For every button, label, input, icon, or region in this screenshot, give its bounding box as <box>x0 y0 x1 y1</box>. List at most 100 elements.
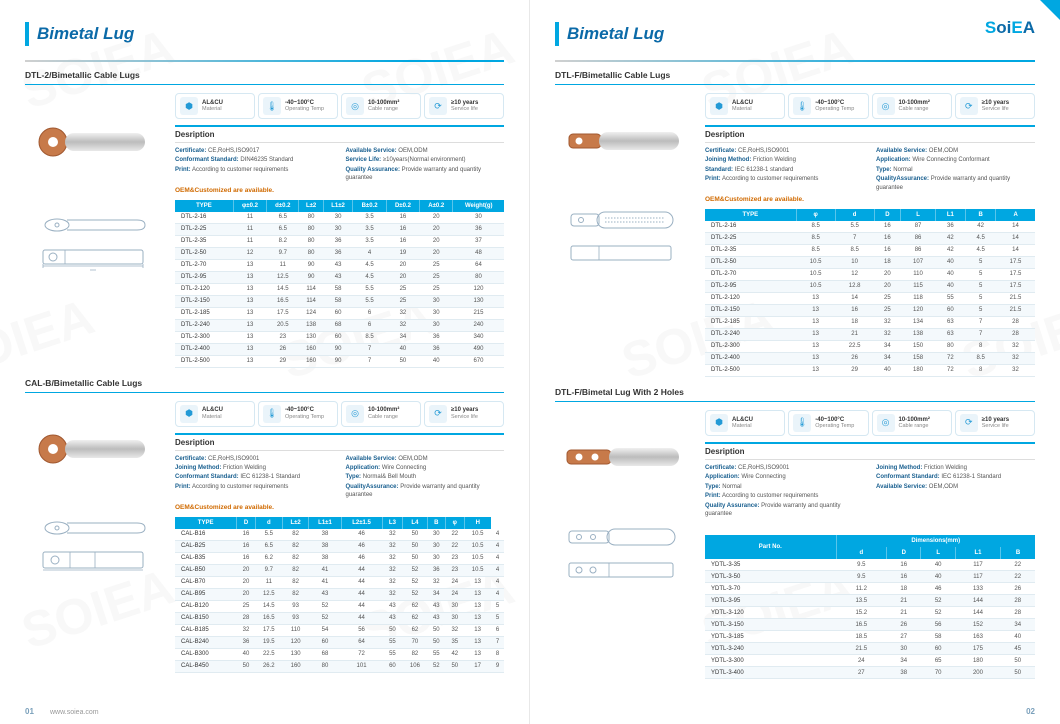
badge-label: Cable range <box>899 423 930 429</box>
spec-badges: ⬢AL&CUMaterial🌡-40~100°COperating Temp◎1… <box>175 93 504 119</box>
badge: 🌡-40~100°COperating Temp <box>258 401 338 427</box>
badge-value: -40~100°C <box>285 407 324 414</box>
desc-item: Certificate: CE,RoHS,ISO9001 <box>705 147 864 155</box>
table-row: YDTL-3-15016.5265615234 <box>705 619 1035 631</box>
badge-value: AL&CU <box>732 417 753 424</box>
desc-item: Application: Wire Connecting Conformant <box>876 156 1035 164</box>
desc-item: Quality Assurance: Provide warranty and … <box>705 502 864 519</box>
desc-item: Type: Normal <box>705 483 864 491</box>
badge-icon: ⬢ <box>710 414 728 432</box>
desc-item: Service Life: ≥10years(Normal environmen… <box>346 156 505 164</box>
badge: ⬢AL&CUMaterial <box>705 93 785 119</box>
badge-label: Cable range <box>899 106 930 112</box>
product-image <box>25 93 165 191</box>
table-row: DTL-2-50013294018072832 <box>705 364 1035 376</box>
badge-value: 10-100mm² <box>368 100 399 107</box>
desc-item: Type: Normal <box>876 166 1035 174</box>
page-title: Bimetal Lug <box>567 24 664 44</box>
badge-label: Operating Temp <box>815 106 854 112</box>
desc-item: Available Service: OEM,ODM <box>346 455 505 463</box>
underline <box>25 60 504 62</box>
page-left: Bimetal Lug DTL-2/Bimetallic Cable Lugs <box>0 0 530 724</box>
lug-illustration <box>35 115 155 170</box>
desc-item <box>876 502 1035 519</box>
section-title: DTL-F/Bimetallic Cable Lugs <box>555 70 1035 80</box>
product-image <box>555 410 695 508</box>
badge-label: Material <box>202 414 223 420</box>
tech-diagram <box>25 195 165 285</box>
badge: ⟳≥10 yearsService life <box>424 93 504 119</box>
table-row: DTL-2-951312.590434.5202580 <box>175 271 504 283</box>
badge-value: AL&CU <box>202 407 223 414</box>
table-row: DTL-2-1201314.5114585.52525120 <box>175 283 504 295</box>
table-row: CAL-B1502816.593524443624330135 <box>175 612 504 624</box>
table-row: DTL-2-9510.512.82011540517.5 <box>705 280 1035 292</box>
badge: ◎10-100mm²Cable range <box>341 93 421 119</box>
badge: ⬢AL&CUMaterial <box>175 93 255 119</box>
badge-icon: ⟳ <box>429 97 447 115</box>
desc-item: QualityAssurance: Provide warranty and q… <box>876 175 1035 192</box>
desc-item: Joining Method: Friction Welding <box>175 464 334 472</box>
page-right: Bimetal Lug SoiEA DTL-F/Bimetallic Cable… <box>530 0 1060 724</box>
badge-value: 10-100mm² <box>368 407 399 414</box>
badge-label: Material <box>202 106 223 112</box>
section-dtl2: ⬢AL&CUMaterial🌡-40~100°COperating Temp◎1… <box>25 93 504 368</box>
page-number: 02 <box>1026 707 1035 716</box>
table-row: DTL-2-25116.580303.5162036 <box>175 223 504 235</box>
desc-item <box>876 492 1035 500</box>
section-title: DTL-2/Bimetallic Cable Lugs <box>25 70 504 80</box>
badge: ⬢ AL&CUMaterial <box>705 410 785 436</box>
table-row: DTL-2-50129.780364192048 <box>175 247 504 259</box>
table-row: DTL-2-3001323130608.53436340 <box>175 331 504 343</box>
section-title: CAL-B/Bimetallic Cable Lugs <box>25 378 504 388</box>
desc-item: Certificate: CE,RoHS,ISO9001 <box>705 464 864 472</box>
badge-icon: 🌡 <box>263 405 281 423</box>
table-row: DTL-2-40013261609074036490 <box>175 343 504 355</box>
badge: 🌡-40~100°COperating Temp <box>788 410 868 436</box>
desc-item: Conformant Standard: IEC 61238-1 Standar… <box>175 473 334 481</box>
desc-item: Application: Wire Connecting <box>346 464 505 472</box>
table-row: CAL-B4505026.216080101601065250179 <box>175 660 504 672</box>
desc-item: Certificate: CE,RoHS,ISO9001 <box>175 455 334 463</box>
badge-icon: ⬢ <box>180 405 198 423</box>
table-row: DTL-2-5010.5101810740517.5 <box>705 256 1035 268</box>
spec-table: TYPEφdDLL1BADTL-2-168.55.51687364214DTL-… <box>705 209 1035 377</box>
title-bar: Bimetal Lug <box>555 14 1035 54</box>
desc-grid: Certificate: CE,RoHS,ISO9001 Available Se… <box>175 455 504 500</box>
badge-value: AL&CU <box>202 100 223 107</box>
badge-value: ≥10 years <box>982 417 1009 424</box>
badge: 🌡-40~100°COperating Temp <box>258 93 338 119</box>
section-dtlf-2hole: ⬢AL&CUMaterial🌡-40~100°COperating Temp◎1… <box>555 410 1035 679</box>
badge-label: Cable range <box>368 414 399 420</box>
section-calb: ⬢AL&CUMaterial🌡-40~100°COperating Temp◎1… <box>25 401 504 673</box>
section-dtlf: ⬢AL&CUMaterial🌡-40~100°COperating Temp◎1… <box>555 93 1035 377</box>
oem-note: OEM&Customized are available. <box>175 504 504 511</box>
badge-icon: 🌡 <box>263 97 281 115</box>
badge-label: Service life <box>982 106 1009 112</box>
desc-grid: Certificate: CE,RoHS,ISO9001 Joining Meth… <box>705 464 1035 518</box>
catalog-spread: SOIEA SOIEA SOIEA SOIEA SOIEA SOIEA SOIE… <box>0 0 1060 724</box>
tech-diagram <box>555 195 695 285</box>
badge-icon: 🌡 <box>793 414 811 432</box>
desc-item: Joining Method: Friction Welding <box>876 464 1035 472</box>
table-row: YDTL-3-18518.5275816340 <box>705 631 1035 643</box>
product-image <box>555 93 695 191</box>
badge-label: Operating Temp <box>815 423 854 429</box>
table-row: CAL-B16165.58238463250302210.54 <box>175 529 504 541</box>
table-row: DTL-2-7010.5122011040517.5 <box>705 268 1035 280</box>
table-row: CAL-B2403619.5120606455705035137 <box>175 636 504 648</box>
table-row: DTL-2-258.571686424.514 <box>705 232 1035 244</box>
table-row: DTL-2-70131190434.5202564 <box>175 259 504 271</box>
spec-badges: ⬢AL&CUMaterial🌡-40~100°COperating Temp◎1… <box>175 401 504 427</box>
spec-badges: ⬢AL&CUMaterial🌡-40~100°COperating Temp◎1… <box>705 410 1035 436</box>
badge-label: Material <box>732 423 753 429</box>
badge-label: Service life <box>982 423 1009 429</box>
oem-note: OEM&Customized are available. <box>705 196 1035 203</box>
badge-value: -40~100°C <box>815 100 854 107</box>
table-row: CAL-B35166.28238463250302310.54 <box>175 552 504 564</box>
badge: ⟳≥10 yearsService life <box>955 93 1035 119</box>
table-row: DTL-2-168.55.51687364214 <box>705 221 1035 233</box>
title-bar: Bimetal Lug <box>25 14 504 54</box>
table-row: CAL-B1853217.5110545650625032136 <box>175 624 504 636</box>
page-title: Bimetal Lug <box>37 24 134 44</box>
